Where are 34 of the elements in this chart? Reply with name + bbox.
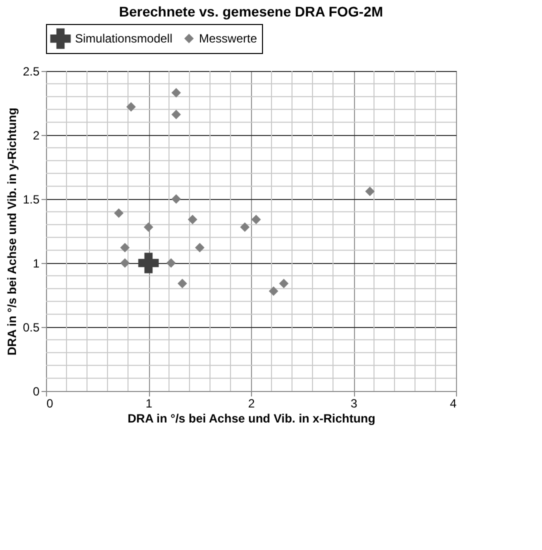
point <box>166 258 176 268</box>
legend-label: Simulationsmodell <box>75 32 172 46</box>
y-tick-label: 2.5 <box>22 64 40 78</box>
point <box>188 214 198 224</box>
x-tick-label: 1 <box>146 396 153 410</box>
point <box>114 208 124 218</box>
y-tick-label: 0 <box>32 384 40 398</box>
point <box>120 258 130 268</box>
point <box>279 278 289 288</box>
legend-label: Messwerte <box>199 32 258 46</box>
point <box>126 102 136 112</box>
point <box>171 88 181 98</box>
x-tick-label: 0 <box>46 396 54 410</box>
point <box>138 252 159 274</box>
point <box>195 242 204 252</box>
point <box>251 214 261 224</box>
y-tick-label: 1.5 <box>22 192 40 206</box>
point <box>365 186 375 196</box>
point <box>178 278 188 288</box>
y-tick-label: 1 <box>32 256 40 270</box>
point <box>240 222 250 232</box>
x-tick-label: 3 <box>350 396 358 410</box>
point <box>144 222 154 232</box>
point <box>171 110 181 120</box>
y-tick-label: 0.5 <box>22 320 40 334</box>
point <box>268 286 278 296</box>
point <box>120 242 130 252</box>
x-axis-title: DRA in °/s bei Achse und Vib. in x-Richtung <box>128 412 376 426</box>
point <box>171 194 181 204</box>
x-tick-label: 4 <box>450 396 457 410</box>
y-axis-title: DRA in °/s bei Achse und Vib. in y-Richtung <box>4 108 19 356</box>
y-tick-label: 2 <box>32 128 40 142</box>
chart-title: Berechnete vs. gemesene DRA FOG-2M <box>118 4 384 20</box>
x-tick-label: 2 <box>248 396 256 410</box>
